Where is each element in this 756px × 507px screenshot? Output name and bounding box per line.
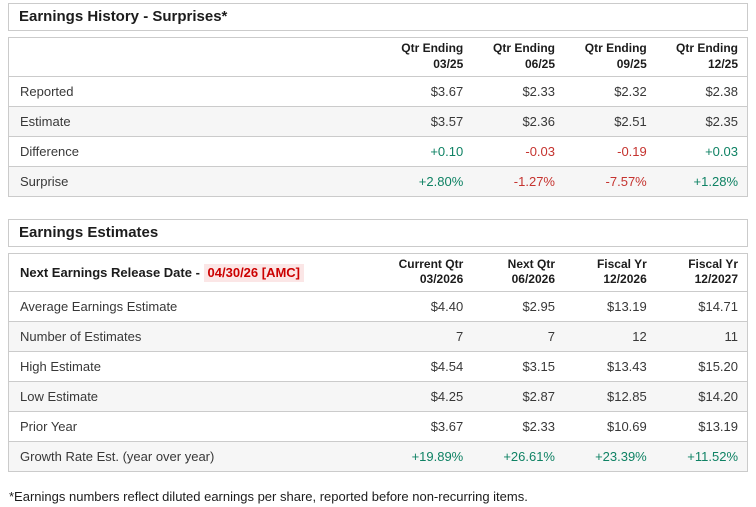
- value-cell: $13.43: [564, 351, 656, 382]
- value-cell: $14.20: [655, 381, 748, 412]
- value-cell: $4.40: [430, 299, 464, 315]
- next-earnings-release-date-badge: 04/30/26 [AMC]: [203, 263, 305, 282]
- table-row: Growth Rate Est. (year over year) +19.89%…: [8, 441, 748, 472]
- value-cell: -0.19: [564, 135, 656, 167]
- column-header: Next Qtr 06/2026: [472, 253, 564, 293]
- table-row: Low Estimate $4.25 $2.87 $12.85 $14.20: [8, 381, 748, 412]
- column-header: Qtr Ending 12/25: [655, 37, 748, 77]
- value-cell: +0.10: [380, 135, 473, 167]
- column-header: Fiscal Yr 12/2026: [564, 253, 656, 293]
- column-header: Current Qtr 03/2026: [380, 253, 473, 293]
- value-cell: +11.52%: [655, 441, 748, 472]
- value-cell: 12: [564, 321, 656, 352]
- earnings-history-section: Earnings History - Surprises* Qtr Ending…: [8, 3, 748, 197]
- table-row: Estimate $3.57 $2.36 $2.51 $2.35: [8, 105, 748, 137]
- value-cell: $3.67: [430, 83, 464, 99]
- table-row: Number of Estimates 7 7 12 11: [8, 321, 748, 352]
- earnings-estimates-title: Earnings Estimates: [8, 218, 748, 247]
- value-cell: $2.33: [472, 411, 564, 442]
- value-cell: $3.67: [380, 411, 473, 442]
- next-earnings-release-cell: Next Earnings Release Date - 04/30/26 [A…: [8, 253, 381, 293]
- value-cell: $13.19: [606, 299, 647, 315]
- value-cell: $3.15: [472, 351, 564, 382]
- table-row: Reported $3.67 $2.33 $2.32 $2.38: [9, 76, 748, 106]
- value-cell: $2.95: [522, 299, 555, 315]
- value-cell: $14.71: [698, 299, 738, 315]
- value-cell: 11: [655, 321, 748, 352]
- row-label: Difference: [8, 135, 381, 167]
- earnings-history-title: Earnings History - Surprises*: [8, 3, 748, 31]
- value-cell: -0.03: [472, 135, 564, 167]
- value-cell: $12.85: [564, 381, 656, 412]
- table-row: Prior Year $3.67 $2.33 $10.69 $13.19: [8, 411, 748, 442]
- row-label: Estimate: [8, 105, 381, 137]
- earnings-estimates-section: Earnings Estimates Next Earnings Release…: [8, 218, 748, 473]
- earnings-history-table: Qtr Ending 03/25 Qtr Ending 06/25 Qtr Ending…: [8, 37, 748, 197]
- table-row: Average Earnings Estimate $4.40 $2.95 $13.1…: [9, 292, 748, 322]
- value-cell: +1.28%: [655, 165, 748, 197]
- value-cell: $3.57: [380, 105, 473, 137]
- table-row: High Estimate $4.54 $3.15 $13.43 $15.20: [8, 351, 748, 382]
- value-cell: +26.61%: [472, 441, 564, 472]
- value-cell: $2.38: [705, 83, 738, 99]
- earnings-history-body: Reported $3.67 $2.33 $2.32 $2.38 Estimate $3.5…: [8, 76, 748, 197]
- earnings-history-header-row: Qtr Ending 03/25 Qtr Ending 06/25 Qtr Ending…: [8, 37, 748, 77]
- row-label: Prior Year: [8, 411, 381, 442]
- earnings-estimates-header-row: Next Earnings Release Date - 04/30/26 [A…: [8, 253, 748, 293]
- row-label: Reported: [20, 83, 74, 99]
- row-label: Growth Rate Est. (year over year): [8, 441, 381, 472]
- row-label: Surprise: [8, 165, 381, 197]
- column-header: Qtr Ending 03/25: [380, 37, 473, 77]
- value-cell: +0.03: [655, 135, 748, 167]
- value-cell: 7: [380, 321, 473, 352]
- earnings-estimates-body: Average Earnings Estimate $4.40 $2.95 $13.1…: [8, 292, 748, 472]
- value-cell: $10.69: [564, 411, 656, 442]
- value-cell: $13.19: [655, 411, 748, 442]
- earnings-estimates-table: Next Earnings Release Date - 04/30/26 [A…: [8, 252, 748, 473]
- value-cell: -1.27%: [472, 165, 564, 197]
- column-header: Fiscal Yr 12/2027: [655, 253, 748, 293]
- row-label: Average Earnings Estimate: [20, 299, 178, 315]
- value-cell: +2.80%: [380, 165, 473, 197]
- table-row: Surprise +2.80% -1.27% -7.57% +1.28%: [8, 165, 748, 197]
- value-cell: $15.20: [655, 351, 748, 382]
- value-cell: $2.36: [472, 105, 564, 137]
- table-row: Difference +0.10 -0.03 -0.19 +0.03: [8, 135, 748, 167]
- value-cell: $2.33: [522, 83, 555, 99]
- empty-header-cell: [8, 37, 381, 77]
- value-cell: $2.35: [655, 105, 748, 137]
- value-cell: +23.39%: [564, 441, 656, 472]
- value-cell: $2.87: [472, 381, 564, 412]
- value-cell: $2.32: [614, 83, 647, 99]
- row-label: Low Estimate: [8, 381, 381, 412]
- value-cell: 7: [472, 321, 564, 352]
- value-cell: -7.57%: [564, 165, 656, 197]
- column-header: Qtr Ending 06/25: [472, 37, 564, 77]
- value-cell: $4.54: [380, 351, 473, 382]
- column-header: Qtr Ending 09/25: [564, 37, 656, 77]
- value-cell: $2.51: [564, 105, 656, 137]
- value-cell: +19.89%: [380, 441, 473, 472]
- row-label: Number of Estimates: [8, 321, 381, 352]
- value-cell: $4.25: [380, 381, 473, 412]
- row-label: High Estimate: [8, 351, 381, 382]
- next-earnings-release-label: Next Earnings Release Date -: [20, 264, 204, 280]
